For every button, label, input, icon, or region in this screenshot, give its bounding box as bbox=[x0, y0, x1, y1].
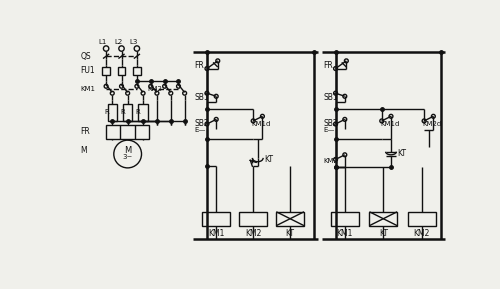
Text: SB1: SB1 bbox=[323, 93, 338, 102]
Text: KM1: KM1 bbox=[80, 86, 96, 92]
Text: KM1: KM1 bbox=[208, 229, 224, 238]
Bar bbox=[118, 67, 126, 75]
Text: KM2: KM2 bbox=[323, 158, 338, 164]
Bar bbox=[108, 104, 117, 121]
Text: SB2: SB2 bbox=[323, 119, 338, 129]
Text: KT: KT bbox=[264, 155, 273, 164]
Text: E—: E— bbox=[194, 127, 206, 133]
Circle shape bbox=[114, 140, 141, 168]
Bar bbox=[240, 212, 267, 226]
Bar bbox=[202, 212, 230, 226]
Text: FR: FR bbox=[323, 61, 333, 70]
Text: M: M bbox=[124, 147, 132, 155]
Text: L2: L2 bbox=[114, 39, 122, 45]
Text: KM1: KM1 bbox=[336, 229, 353, 238]
Text: KM2: KM2 bbox=[414, 229, 430, 238]
Text: SB1: SB1 bbox=[194, 93, 210, 102]
Text: KT: KT bbox=[379, 229, 388, 238]
Text: QS: QS bbox=[80, 52, 92, 61]
Text: KT: KT bbox=[286, 229, 294, 238]
Text: E—: E— bbox=[323, 127, 334, 133]
Bar bbox=[276, 212, 304, 226]
Bar bbox=[102, 67, 110, 75]
Text: KT: KT bbox=[397, 149, 406, 158]
Text: KM1d: KM1d bbox=[380, 121, 400, 127]
Text: R: R bbox=[136, 110, 140, 115]
Bar bbox=[331, 212, 358, 226]
Bar bbox=[138, 104, 147, 121]
Text: L3: L3 bbox=[130, 39, 138, 45]
Text: KM1d: KM1d bbox=[252, 121, 271, 127]
Text: FU1: FU1 bbox=[80, 66, 96, 75]
Bar bbox=[106, 125, 149, 139]
Text: KM2: KM2 bbox=[147, 86, 162, 92]
Text: L1: L1 bbox=[99, 39, 107, 45]
Text: R: R bbox=[120, 110, 124, 115]
Text: 3~: 3~ bbox=[122, 154, 133, 160]
Text: R: R bbox=[104, 110, 110, 115]
Text: FR: FR bbox=[194, 61, 204, 70]
Bar bbox=[370, 212, 397, 226]
Text: SB2: SB2 bbox=[194, 119, 210, 129]
Text: KM2: KM2 bbox=[245, 229, 262, 238]
Text: FR: FR bbox=[80, 127, 90, 136]
Text: M: M bbox=[80, 146, 87, 155]
Bar bbox=[133, 67, 141, 75]
Bar bbox=[408, 212, 436, 226]
Bar bbox=[123, 104, 132, 121]
Text: KM2d: KM2d bbox=[422, 121, 442, 127]
